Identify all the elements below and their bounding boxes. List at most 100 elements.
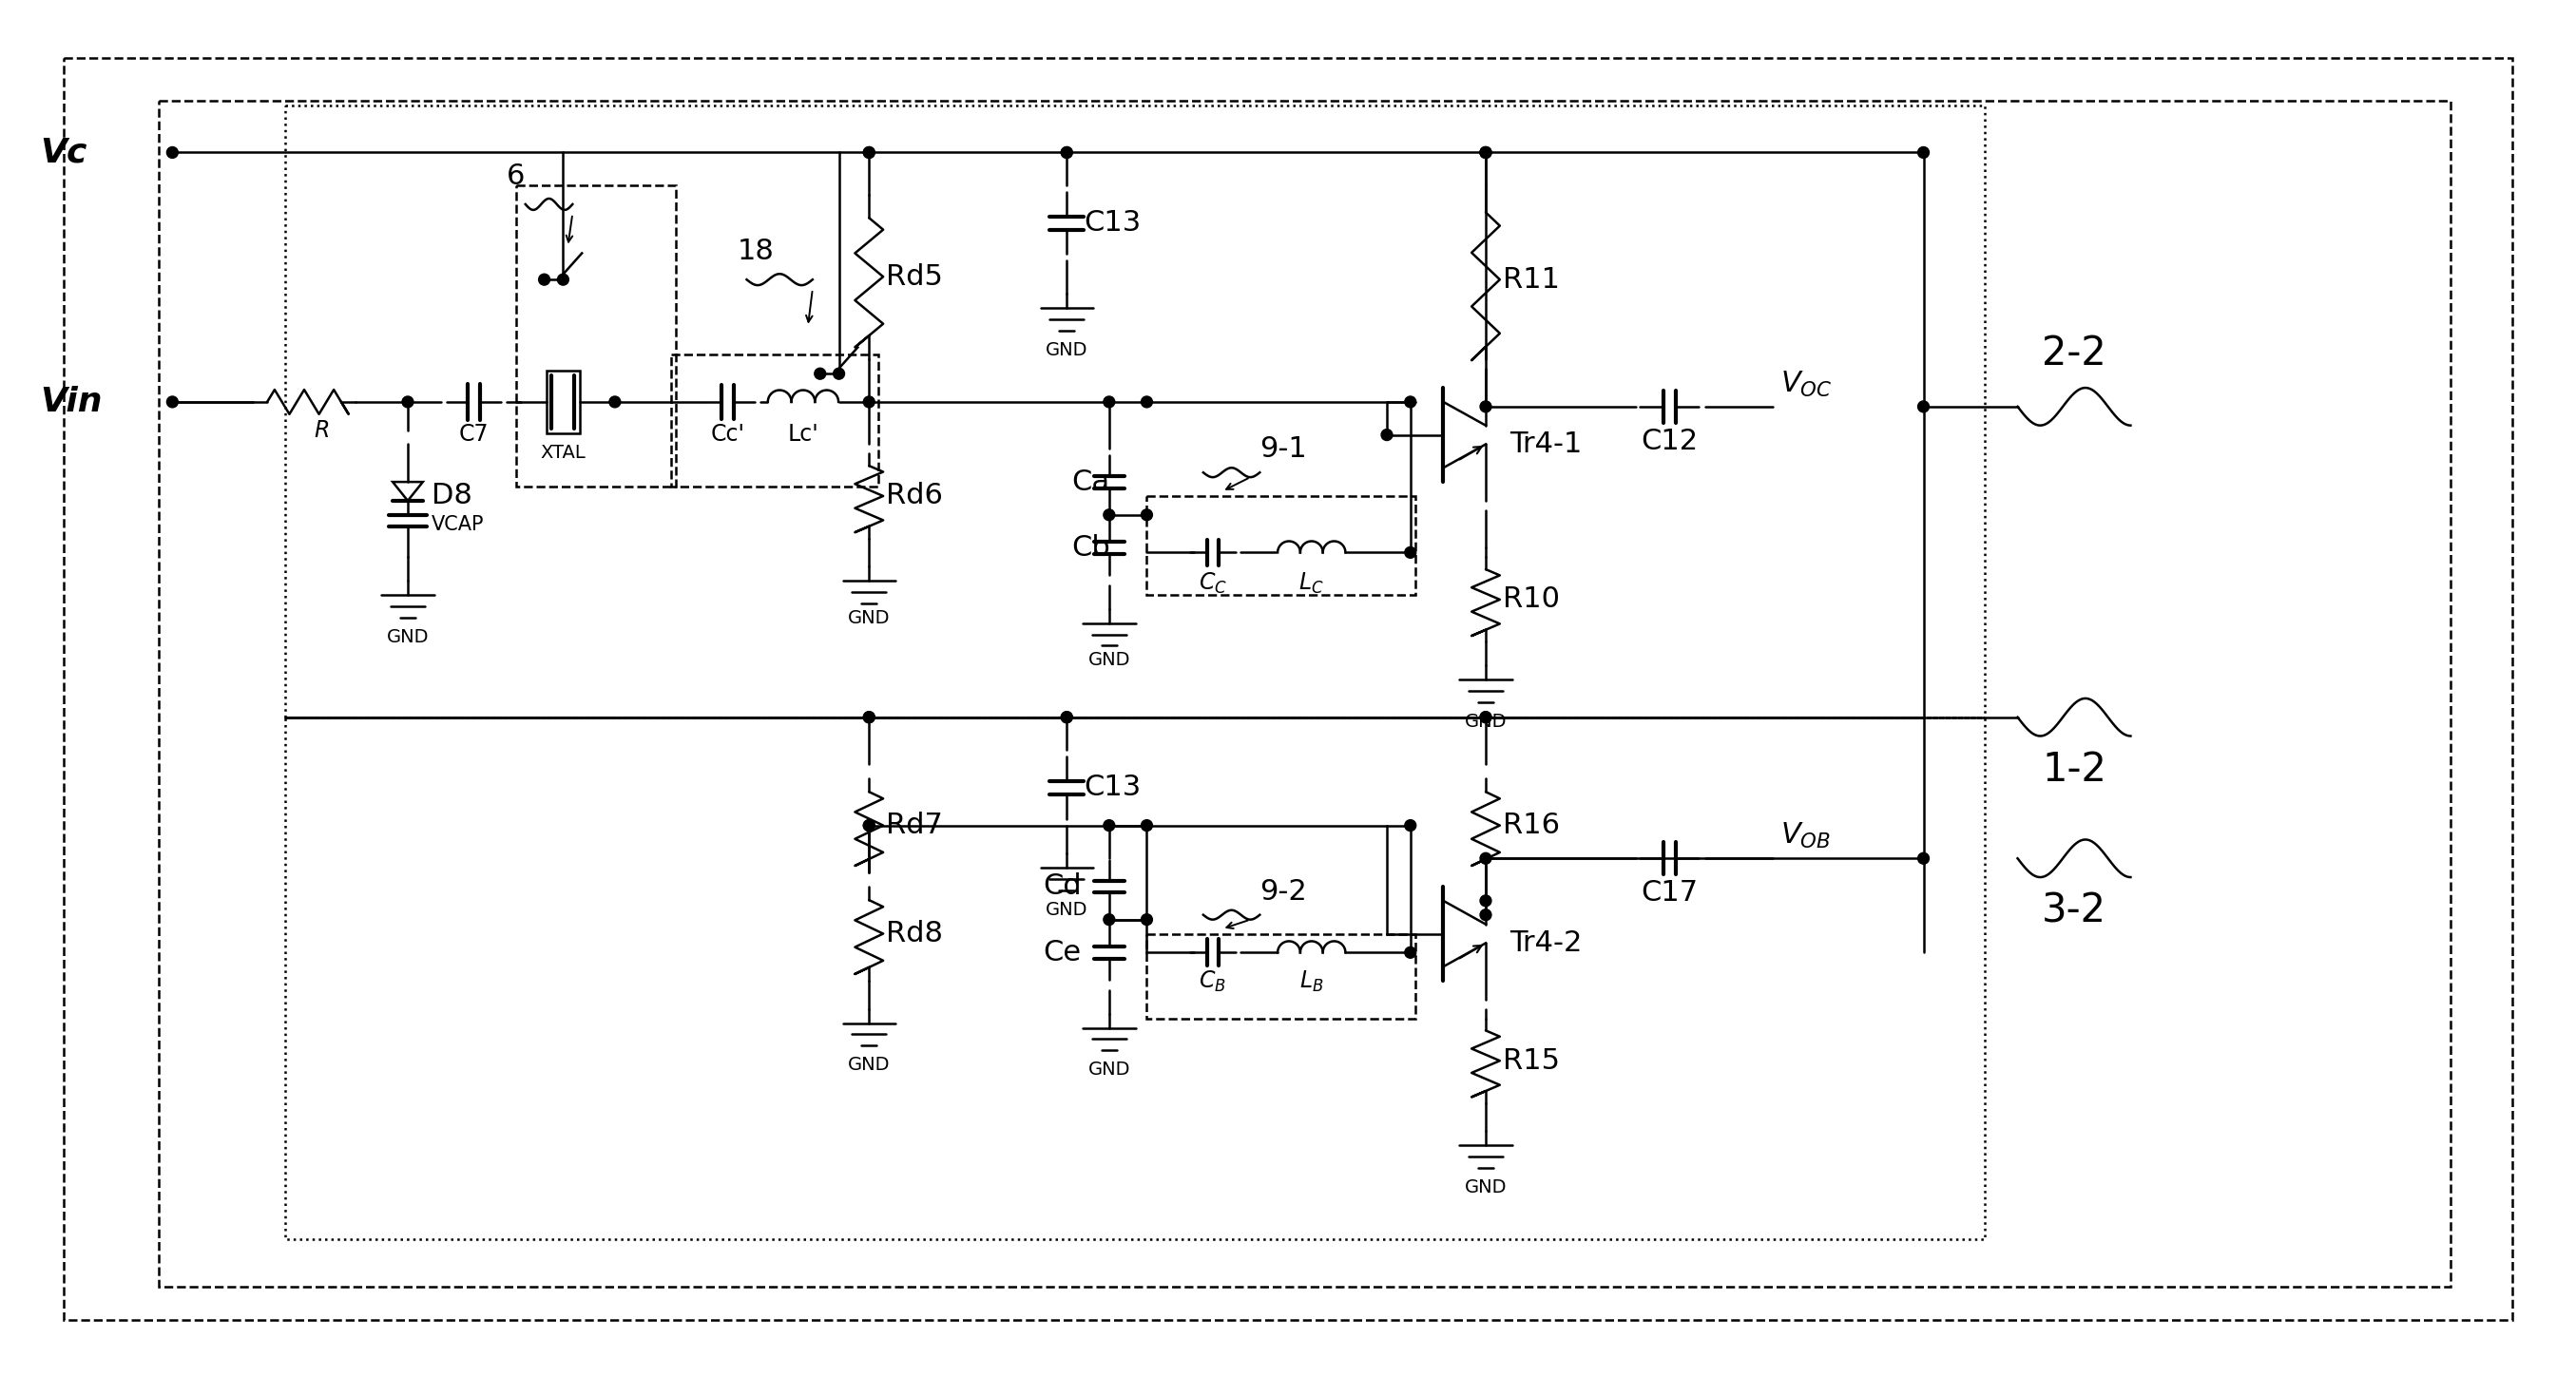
Text: GND: GND bbox=[1046, 901, 1087, 918]
Circle shape bbox=[1061, 147, 1072, 158]
Bar bbox=[286, 106, 1984, 717]
Text: C13: C13 bbox=[1084, 774, 1141, 801]
Text: Vin: Vin bbox=[41, 386, 103, 419]
Circle shape bbox=[1481, 147, 1492, 158]
Text: GND: GND bbox=[848, 1056, 891, 1074]
Text: GND: GND bbox=[848, 609, 891, 627]
Text: R15: R15 bbox=[1502, 1047, 1558, 1074]
Text: R: R bbox=[314, 419, 330, 442]
Circle shape bbox=[1404, 547, 1417, 558]
Text: $V_{OB}$: $V_{OB}$ bbox=[1780, 821, 1832, 851]
Bar bbox=[1146, 934, 1414, 1019]
Circle shape bbox=[167, 147, 178, 158]
Circle shape bbox=[863, 712, 876, 723]
Bar bbox=[1146, 496, 1414, 595]
Circle shape bbox=[863, 819, 876, 832]
Circle shape bbox=[863, 819, 876, 832]
Circle shape bbox=[863, 147, 876, 158]
Text: $L_B$: $L_B$ bbox=[1298, 969, 1324, 994]
Bar bbox=[672, 355, 878, 486]
Text: 2-2: 2-2 bbox=[2043, 333, 2107, 373]
Circle shape bbox=[863, 147, 876, 158]
Circle shape bbox=[832, 368, 845, 379]
Text: GND: GND bbox=[1466, 712, 1507, 731]
Text: C17: C17 bbox=[1641, 879, 1698, 906]
Text: Cd: Cd bbox=[1043, 873, 1082, 901]
Text: 3-2: 3-2 bbox=[2043, 891, 2107, 931]
Text: VCAP: VCAP bbox=[430, 515, 484, 534]
Circle shape bbox=[1103, 509, 1115, 521]
Circle shape bbox=[1103, 914, 1115, 925]
Text: Ca: Ca bbox=[1072, 468, 1110, 496]
Circle shape bbox=[1141, 819, 1151, 832]
Text: C13: C13 bbox=[1084, 209, 1141, 237]
Circle shape bbox=[167, 397, 178, 408]
Text: GND: GND bbox=[386, 628, 428, 646]
Text: C7: C7 bbox=[459, 423, 489, 445]
Text: D8: D8 bbox=[430, 482, 471, 509]
Polygon shape bbox=[392, 482, 422, 501]
Circle shape bbox=[1404, 397, 1417, 408]
Text: $V_{OC}$: $V_{OC}$ bbox=[1780, 369, 1832, 399]
Circle shape bbox=[1061, 712, 1072, 723]
Text: GND: GND bbox=[1046, 340, 1087, 359]
Circle shape bbox=[1481, 147, 1492, 158]
Circle shape bbox=[1061, 712, 1072, 723]
Text: $C_B$: $C_B$ bbox=[1198, 969, 1226, 994]
Circle shape bbox=[1481, 401, 1492, 412]
Circle shape bbox=[1061, 147, 1072, 158]
Text: $C_C$: $C_C$ bbox=[1198, 571, 1226, 596]
Circle shape bbox=[1141, 509, 1151, 521]
Circle shape bbox=[1141, 914, 1151, 925]
Bar bbox=[157, 101, 2450, 1286]
Text: Vc: Vc bbox=[41, 136, 88, 168]
Text: XTAL: XTAL bbox=[541, 445, 585, 463]
Text: GND: GND bbox=[1087, 651, 1131, 669]
Bar bbox=[546, 370, 580, 432]
Text: R11: R11 bbox=[1502, 266, 1558, 293]
Circle shape bbox=[1481, 712, 1492, 723]
Circle shape bbox=[402, 397, 412, 408]
Circle shape bbox=[1481, 909, 1492, 920]
Text: 6: 6 bbox=[507, 162, 526, 190]
Circle shape bbox=[608, 397, 621, 408]
Text: Rd5: Rd5 bbox=[886, 263, 943, 291]
Bar bbox=[286, 717, 1984, 1239]
Circle shape bbox=[1481, 712, 1492, 723]
Circle shape bbox=[1103, 819, 1115, 832]
Text: Rd7: Rd7 bbox=[886, 811, 943, 839]
Circle shape bbox=[1404, 819, 1417, 832]
Text: Rd6: Rd6 bbox=[886, 482, 943, 509]
Circle shape bbox=[1404, 947, 1417, 958]
Text: Cb: Cb bbox=[1072, 534, 1110, 562]
Text: R16: R16 bbox=[1502, 811, 1558, 839]
Text: GND: GND bbox=[1087, 1060, 1131, 1078]
Circle shape bbox=[1103, 397, 1115, 408]
Circle shape bbox=[1381, 430, 1394, 441]
Circle shape bbox=[1481, 852, 1492, 863]
Circle shape bbox=[1917, 401, 1929, 412]
Text: Tr4-1: Tr4-1 bbox=[1510, 431, 1582, 459]
Text: GND: GND bbox=[1466, 1179, 1507, 1197]
Circle shape bbox=[863, 712, 876, 723]
Circle shape bbox=[1917, 852, 1929, 863]
Circle shape bbox=[556, 274, 569, 285]
Text: Rd8: Rd8 bbox=[886, 920, 943, 947]
Circle shape bbox=[1481, 895, 1492, 906]
Circle shape bbox=[538, 274, 549, 285]
Text: Ce: Ce bbox=[1043, 939, 1082, 967]
Text: R10: R10 bbox=[1502, 585, 1558, 613]
Circle shape bbox=[814, 368, 827, 379]
Circle shape bbox=[863, 397, 876, 408]
Text: Cc': Cc' bbox=[711, 423, 744, 445]
Circle shape bbox=[1141, 397, 1151, 408]
Circle shape bbox=[1917, 147, 1929, 158]
Text: Tr4-2: Tr4-2 bbox=[1510, 929, 1582, 957]
Circle shape bbox=[1481, 147, 1492, 158]
Text: C12: C12 bbox=[1641, 427, 1698, 454]
Text: 1-2: 1-2 bbox=[2043, 750, 2107, 790]
Text: 9-2: 9-2 bbox=[1260, 879, 1306, 906]
Text: Lc': Lc' bbox=[788, 423, 819, 445]
Bar bbox=[515, 186, 675, 486]
Text: 18: 18 bbox=[737, 238, 775, 266]
